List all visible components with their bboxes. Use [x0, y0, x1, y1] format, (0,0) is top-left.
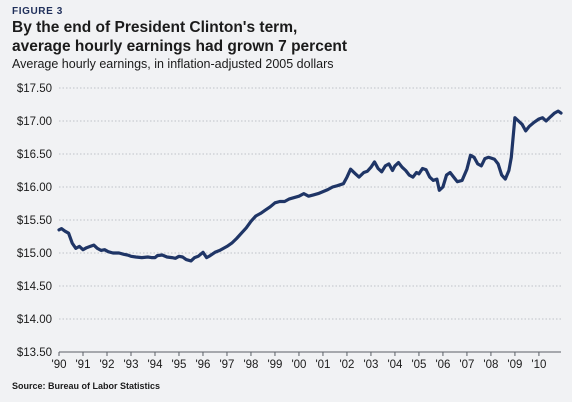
- x-tick-label: '10: [531, 359, 546, 371]
- x-tick-label: '08: [483, 359, 498, 371]
- x-tick-label: '06: [435, 359, 450, 371]
- y-tick-label: $13.50: [17, 347, 52, 359]
- chart-title-line-1: By the end of President Clinton's term,: [12, 19, 298, 36]
- y-tick-label: $16.50: [17, 149, 52, 161]
- x-tick-label: '96: [195, 359, 210, 371]
- y-tick-label: $16.00: [17, 182, 52, 194]
- chart-title-line-2: average hourly earnings had grown 7 perc…: [12, 38, 348, 55]
- chart-subtitle: Average hourly earnings, in inflation-ad…: [12, 57, 334, 71]
- x-tick-label: '00: [291, 359, 306, 371]
- x-tick-label: '03: [363, 359, 378, 371]
- x-tick-label: '02: [339, 359, 354, 371]
- x-tick-label: '94: [147, 359, 163, 371]
- x-tick-label: '05: [411, 359, 426, 371]
- y-tick-label: $14.50: [17, 281, 52, 293]
- x-tick-label: '01: [315, 359, 330, 371]
- x-tick-label: '97: [219, 359, 234, 371]
- y-axis-ticks: $13.50 $14.00 $14.50 $15.00 $15.50 $16.00 $16.…: [17, 83, 52, 359]
- x-tick-label: '95: [171, 359, 186, 371]
- x-tick-label: '04: [387, 359, 403, 371]
- x-tick-label: '99: [267, 359, 282, 371]
- y-tick-label: $15.50: [17, 215, 52, 227]
- y-tick-label: $15.00: [17, 248, 52, 260]
- x-tick-label: '07: [459, 359, 474, 371]
- y-tick-label: $17.50: [17, 83, 52, 95]
- y-tick-label: $17.00: [17, 116, 52, 128]
- x-tick-label: '90: [52, 359, 67, 371]
- x-tick-label: '93: [123, 359, 138, 371]
- figure-label: FIGURE 3: [12, 6, 63, 17]
- x-tick-label: '98: [243, 359, 258, 371]
- chart-title: By the end of President Clinton's term, …: [12, 18, 552, 56]
- series-line-hourly-earnings: [57, 109, 563, 263]
- x-axis-ticks: '90 '91 '92 '93 '94 '95 '96 '97 '98 '99 '00 '01 '02 '…: [52, 352, 546, 371]
- gridlines: [59, 87, 561, 320]
- x-tick-label: '09: [507, 359, 522, 371]
- x-tick-label: '92: [99, 359, 114, 371]
- x-tick-label: '91: [75, 359, 90, 371]
- y-tick-label: $14.00: [17, 314, 52, 326]
- source-note: Source: Bureau of Labor Statistics: [12, 381, 161, 391]
